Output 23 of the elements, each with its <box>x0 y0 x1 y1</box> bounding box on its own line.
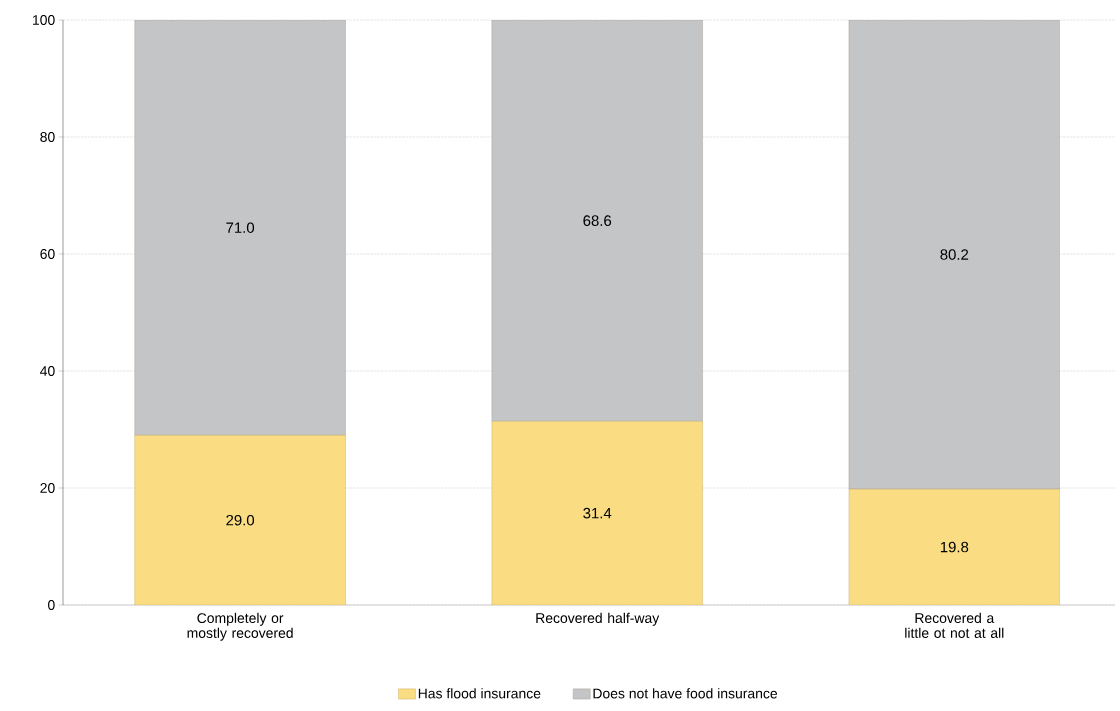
data-label: 31.4 <box>583 507 612 519</box>
data-label: 68.6 <box>583 215 612 226</box>
data-label: 71.0 <box>226 222 255 233</box>
data-label: 80.2 <box>940 249 969 260</box>
bar <box>491 421 703 605</box>
x-tick-label: Completely or mostly recovered <box>187 612 293 641</box>
x-tick-label: Recovered a little ot not at all <box>905 612 1004 638</box>
y-tick-label: 0 <box>48 600 55 610</box>
bar <box>848 19 1060 490</box>
legend-label: Does not have food insurance <box>593 688 778 699</box>
bar <box>134 19 346 436</box>
bar <box>134 435 346 605</box>
bar <box>491 19 703 422</box>
y-tick-label: 60 <box>40 249 55 259</box>
y-tick-label: 80 <box>40 132 55 142</box>
y-tick-label: 20 <box>40 483 55 493</box>
data-label: 29.0 <box>226 514 255 526</box>
legend-label: Has flood insurance <box>418 688 541 699</box>
x-tick-label: Recovered half-way <box>536 612 660 626</box>
data-label: 19.8 <box>940 541 969 553</box>
y-tick-label: 40 <box>40 366 55 376</box>
bar <box>848 488 1060 605</box>
y-tick-label: 100 <box>33 15 55 25</box>
